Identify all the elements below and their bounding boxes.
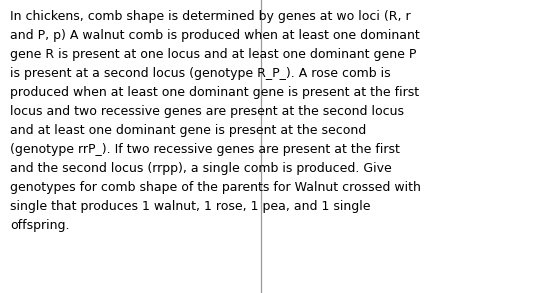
Text: In chickens, comb shape is determined by genes at wo loci (R, r
and P, p) A waln: In chickens, comb shape is determined by… xyxy=(10,10,421,232)
